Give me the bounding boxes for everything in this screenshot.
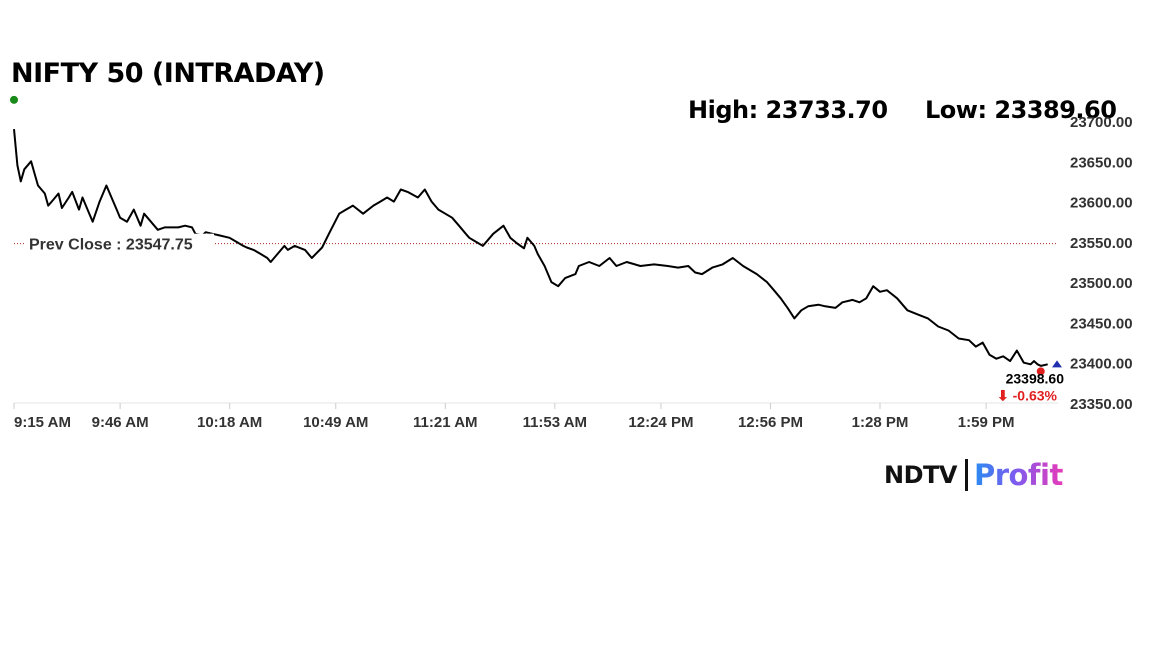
y-tick-label: 23600.00 — [1070, 195, 1133, 212]
price-line — [13, 129, 1048, 367]
x-tick-label: 12:56 PM — [738, 414, 803, 431]
x-tick-label: 11:53 AM — [523, 414, 587, 431]
x-tick-label: 10:49 AM — [303, 414, 368, 431]
x-tick-label: 9:15 AM — [14, 414, 71, 431]
open-dot — [10, 95, 18, 104]
y-tick-label: 23450.00 — [1070, 315, 1133, 332]
x-tick-label: 11:21 AM — [413, 414, 477, 431]
latest-marker-icon — [1052, 360, 1062, 368]
change-percent-label: ⬇ -0.63% — [997, 387, 1058, 403]
prev-close-label-bg — [26, 233, 214, 254]
y-tick-label: 23550.00 — [1070, 235, 1133, 252]
x-tick-label: 10:18 AM — [197, 414, 262, 431]
y-tick-label: 23700.00 — [1070, 114, 1133, 131]
x-tick-label: 12:24 PM — [628, 414, 693, 431]
x-tick-label: 9:46 AM — [92, 414, 149, 431]
ndtv-profit-logo: NDTV Profit — [884, 455, 1063, 495]
x-tick-label: 1:28 PM — [852, 414, 909, 431]
chart-title: NIFTY 50 (INTRADAY) — [11, 58, 325, 89]
logo-ndtv-text: NDTV — [884, 461, 957, 489]
y-tick-label: 23400.00 — [1070, 356, 1133, 373]
last-value-label: 23398.60 — [1006, 370, 1065, 386]
y-tick-label: 23650.00 — [1070, 154, 1133, 171]
high-value: High: 23733.70 — [688, 96, 888, 124]
low-value: Low: 23389.60 — [925, 96, 1117, 124]
prev-close-label: Prev Close : 23547.75 — [29, 237, 193, 254]
last-price-dot — [1036, 367, 1045, 376]
x-tick-label: 1:59 PM — [958, 414, 1015, 431]
y-tick-label: 23350.00 — [1070, 396, 1133, 413]
y-tick-label: 23500.00 — [1070, 275, 1133, 292]
logo-profit-text: Profit — [973, 458, 1063, 492]
logo-separator — [964, 459, 968, 491]
